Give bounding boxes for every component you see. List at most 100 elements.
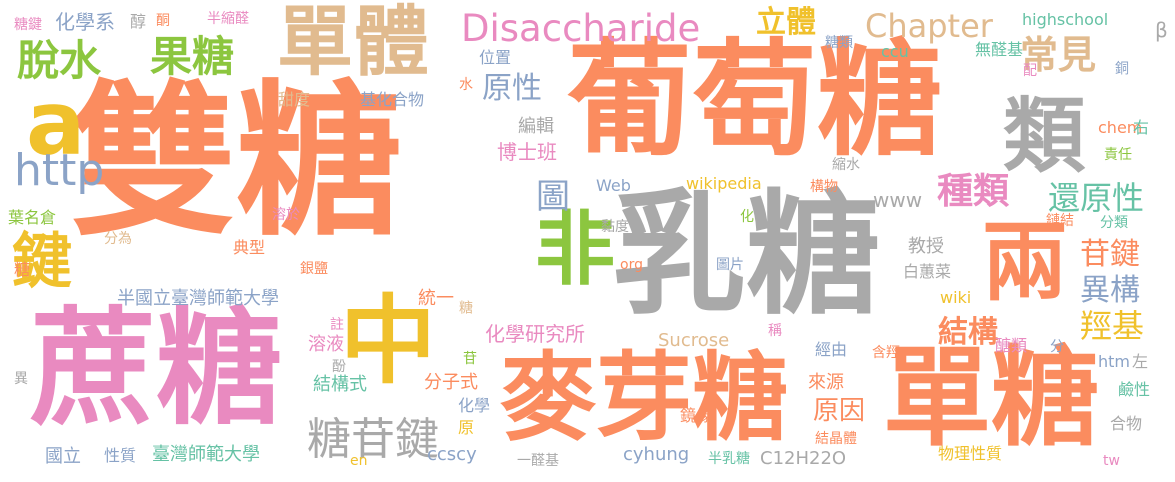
word: 註 <box>330 318 344 332</box>
word: 博士班 <box>497 142 557 162</box>
word: 白蕙菜 <box>903 264 951 280</box>
word: 圖 <box>536 180 570 214</box>
word: 半國立臺灣師範大學 <box>117 290 279 308</box>
word: 糖類 <box>825 36 853 50</box>
word: 縮水 <box>832 158 860 172</box>
word: 圖片 <box>716 258 744 272</box>
word: 一醛基 <box>517 454 559 468</box>
word: 分 <box>1050 340 1064 354</box>
word: tw <box>1103 454 1120 468</box>
word: 責任 <box>1104 148 1132 162</box>
word: 銀鹽 <box>300 262 328 276</box>
word: 鹼性 <box>1118 382 1150 398</box>
word: 醣類 <box>995 338 1027 354</box>
word: wikipedia <box>686 176 762 192</box>
word: org <box>620 258 643 272</box>
word: 單糖 <box>883 345 1099 453</box>
word: 結構式 <box>313 376 367 394</box>
word: 立體 <box>756 8 816 38</box>
word: 結晶體 <box>815 432 857 446</box>
word: 酮 <box>156 14 170 28</box>
word: 化 <box>740 210 754 224</box>
word: en <box>350 454 368 468</box>
word: 葉名倉 <box>8 210 56 226</box>
word: 經由 <box>815 342 847 358</box>
word: 鏡像 <box>680 408 712 424</box>
word: 醇 <box>130 14 146 30</box>
word: 糖鍵 <box>14 18 42 32</box>
word: 糖 <box>14 262 30 278</box>
word: 兩 <box>982 220 1068 306</box>
word: 分子式 <box>424 374 478 392</box>
word: 右 <box>1133 120 1149 136</box>
word: 編輯 <box>518 118 554 136</box>
word: 結構 <box>938 318 998 348</box>
word: 分為 <box>104 232 132 246</box>
word: 化學 <box>458 398 490 414</box>
word: Web <box>596 178 631 194</box>
word: www <box>873 190 922 210</box>
word: 原 <box>458 420 474 436</box>
word: http <box>14 149 104 193</box>
word: 溶於 <box>272 208 300 222</box>
word: 麥芽糖 <box>500 350 788 446</box>
word: 單體 <box>277 4 429 80</box>
word: 糖苷鍵 <box>307 418 439 462</box>
word: 左 <box>1132 354 1148 370</box>
word: 果糖 <box>150 36 234 78</box>
word: highschool <box>1022 12 1108 28</box>
word: wiki <box>940 290 971 306</box>
word: 典型 <box>233 240 265 256</box>
word: 黏度 <box>601 220 629 234</box>
word: 類 <box>1003 96 1085 178</box>
word: C12H22O <box>760 450 846 468</box>
word: 銅 <box>1115 62 1129 76</box>
word: ccu <box>881 44 909 60</box>
word: 含羥 <box>872 346 900 360</box>
word: 教授 <box>908 238 944 256</box>
word: 位置 <box>479 50 511 66</box>
word: 半縮醛 <box>207 12 249 26</box>
word: 合物 <box>1110 416 1142 432</box>
word: 羥基 <box>1080 310 1144 342</box>
word: 性質 <box>104 448 136 464</box>
word: 苷 <box>463 352 477 366</box>
word: 雙糖 <box>70 80 402 246</box>
word: cyhung <box>623 446 689 464</box>
word: 原因 <box>813 398 865 424</box>
word: 水 <box>459 78 473 92</box>
word: 脫水 <box>17 40 101 82</box>
word: 溶液 <box>308 336 344 354</box>
word: 還原性 <box>1048 182 1144 214</box>
word: 苷鍵 <box>1080 240 1140 270</box>
word: β <box>1155 20 1168 40</box>
word: 甜度 <box>278 92 310 108</box>
word: 無醛基 <box>975 42 1023 58</box>
word: 國立 <box>45 448 81 466</box>
word: 稱 <box>768 324 782 338</box>
word: 基化合物 <box>360 92 424 108</box>
word: Disaccharide <box>461 10 700 47</box>
word: 異構 <box>1080 276 1140 306</box>
word: 分類 <box>1100 216 1128 230</box>
word: 來源 <box>808 374 844 392</box>
word: 鏈結 <box>1046 214 1074 228</box>
word: 半乳糖 <box>708 452 750 466</box>
word: Chapter <box>865 10 993 42</box>
word: 化學系 <box>55 12 115 32</box>
word: 酚 <box>332 360 346 374</box>
word: 蔗糖 <box>30 306 282 432</box>
word: 原性 <box>482 74 542 104</box>
word: 異 <box>14 372 28 386</box>
word: 統一 <box>418 290 454 308</box>
word: 構物 <box>810 180 838 194</box>
word: htm <box>1098 354 1130 370</box>
word: 配 <box>1023 64 1037 78</box>
word: 種類 <box>937 174 1009 210</box>
word: 臺灣師範大學 <box>152 446 260 464</box>
word: 糖 <box>458 300 472 314</box>
word: Sucrose <box>658 332 729 350</box>
word: ccscy <box>427 446 477 464</box>
word: 物理性質 <box>938 446 1002 462</box>
